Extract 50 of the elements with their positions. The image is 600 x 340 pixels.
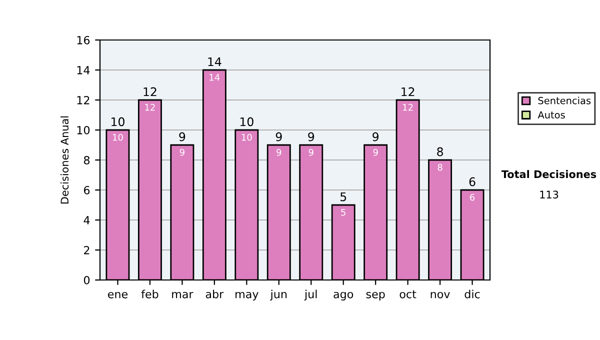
- legend-label: Autos: [538, 111, 565, 119]
- total-label: 10: [112, 117, 124, 126]
- data-label: 12: [403, 104, 413, 111]
- total-label: 9: [276, 132, 282, 142]
- x-tick-label: feb: [141, 290, 158, 298]
- data-label: 8: [438, 164, 442, 171]
- x-tick-label: may: [236, 292, 258, 300]
- y-tick-label: 4: [84, 216, 90, 224]
- x-tick-label: ago: [334, 292, 354, 300]
- text: 113: [540, 190, 558, 199]
- x-tick-label: dic: [464, 290, 480, 298]
- x-tick-label: jul: [304, 290, 317, 300]
- x-tick-label: nov: [430, 292, 450, 298]
- y-tick-label: 12: [77, 96, 90, 104]
- y-tick-label: 6: [84, 186, 90, 194]
- data-label: 9: [373, 148, 378, 156]
- total-label: 8: [437, 147, 443, 156]
- data-label: 12: [145, 104, 155, 111]
- y-tick-label: 2: [84, 246, 90, 254]
- data-label: 9: [308, 148, 314, 156]
- total-label: 12: [402, 87, 414, 96]
- data-label: 9: [180, 148, 184, 156]
- x-tick-label: jun: [270, 290, 287, 300]
- data-label: 9: [276, 148, 282, 156]
- x-tick-label: ene: [108, 292, 128, 298]
- y-axis-title: Decisiones Anual: [60, 116, 69, 204]
- x-tick-label: abr: [206, 290, 224, 298]
- text: Total Decisiones: [501, 170, 596, 178]
- data-label: 10: [242, 134, 252, 141]
- total-label: 9: [179, 132, 186, 142]
- data-label: 14: [210, 74, 220, 81]
- x-tick-label: mar: [172, 292, 194, 298]
- y-tick-label: 16: [77, 36, 90, 44]
- y-tick-label: 14: [77, 66, 90, 74]
- y-tick-label: 8: [84, 156, 90, 164]
- total-label: 6: [469, 177, 476, 186]
- data-label: 10: [112, 134, 123, 141]
- data-label: 6: [470, 194, 475, 201]
- y-tick-label: 0: [84, 276, 90, 284]
- total-label: 14: [208, 57, 222, 66]
- y-tick-label: 10: [77, 126, 90, 134]
- total-label: 12: [144, 87, 156, 96]
- total-label: 9: [308, 132, 314, 142]
- legend-label: Sentencias: [538, 96, 591, 104]
- data-label: 5: [341, 209, 346, 216]
- total-label: 9: [372, 132, 379, 142]
- x-tick-label: sep: [366, 292, 385, 300]
- x-tick-label: oct: [400, 290, 416, 298]
- total-label: 10: [240, 117, 254, 126]
- total-label: 5: [340, 192, 346, 202]
